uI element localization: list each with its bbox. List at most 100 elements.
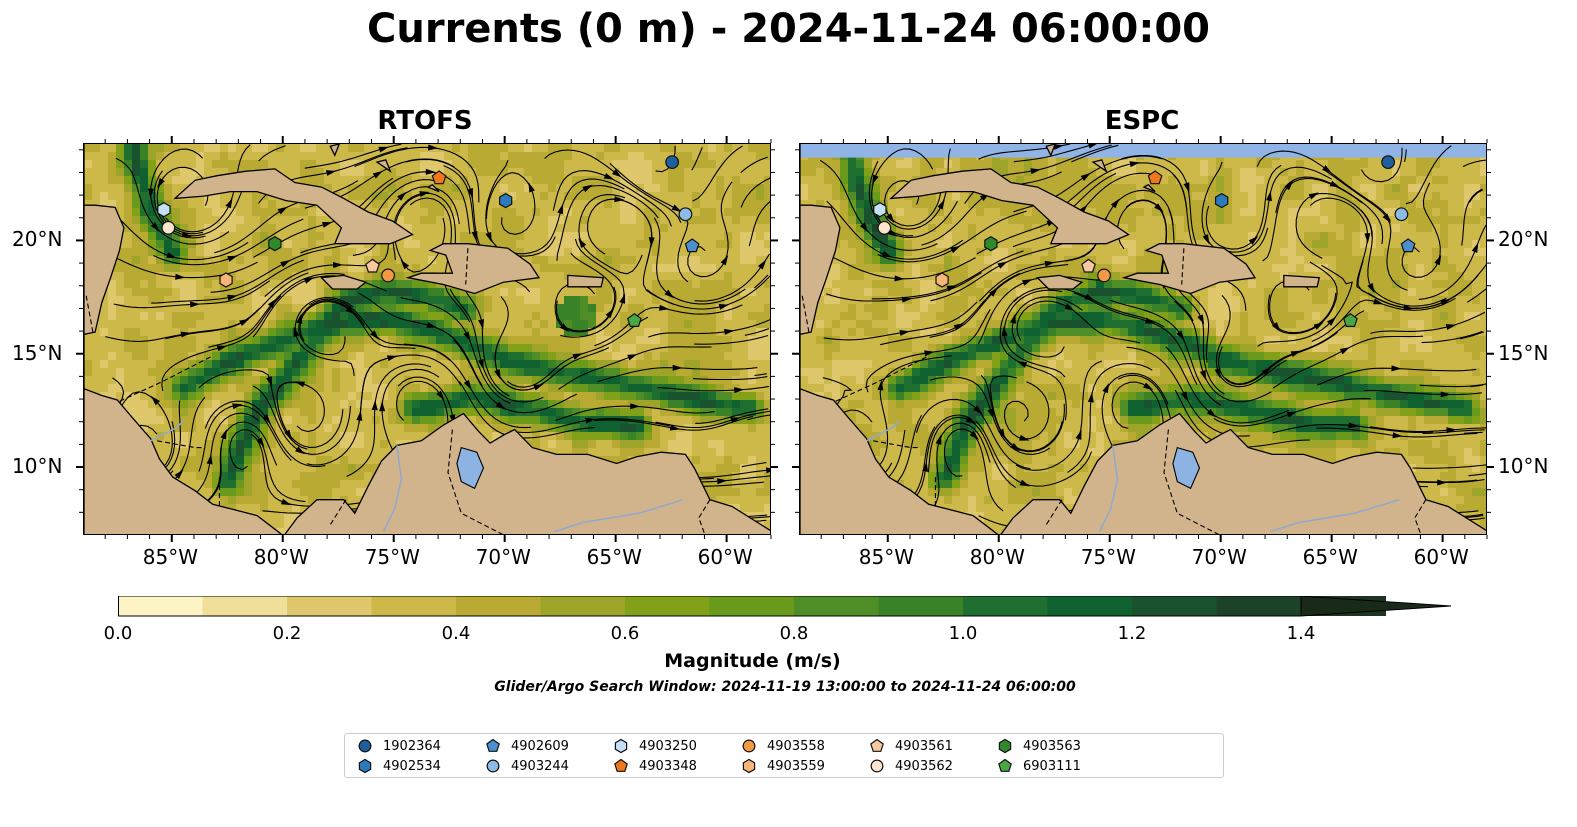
legend-label: 6903111 <box>1023 758 1081 774</box>
legend-marker <box>614 738 628 754</box>
pentagon-marker-icon <box>998 758 1012 772</box>
lon-tick-label: 70°W <box>1191 545 1247 569</box>
lat-tick-label: 10°N <box>12 454 63 479</box>
float-marker-4903348 <box>1147 170 1163 185</box>
colorbar-tick-label: 1.0 <box>948 623 978 644</box>
lat-tick-label: 15°N <box>1498 340 1549 365</box>
legend-item: 4903244 <box>485 757 569 775</box>
float-marker-1902364 <box>665 155 680 170</box>
land <box>84 144 770 534</box>
colorbar-segment <box>625 596 710 616</box>
legend-label: 4903563 <box>1023 738 1081 754</box>
legend-label: 4902534 <box>383 758 441 774</box>
float-marker-1902364 <box>1381 155 1396 170</box>
map-panel-espc <box>799 143 1487 535</box>
lon-tick-label: 75°W <box>364 545 420 569</box>
map-axes <box>76 136 1494 542</box>
lat-tick-label: 20°N <box>12 227 63 252</box>
legend-label: 4903558 <box>767 738 825 754</box>
rivers <box>150 419 684 533</box>
colorbar-tick-label: 1.4 <box>1286 623 1316 644</box>
hexagon-marker-icon <box>998 738 1012 754</box>
legend-marker <box>358 758 372 774</box>
lat-tick-label: 20°N <box>1498 227 1549 252</box>
hexagon-marker-icon <box>614 738 628 754</box>
legend-item: 1902364 <box>357 737 441 755</box>
float-marker-4903559 <box>935 272 949 288</box>
colorbar-extend-arrow <box>1300 595 1452 617</box>
float-marker-4903559 <box>219 272 233 288</box>
colorbar-segment <box>371 596 457 616</box>
colorbar-tick-label: 0.4 <box>441 623 471 644</box>
legend-marker <box>358 739 372 753</box>
pentagon-marker-icon <box>870 738 884 752</box>
float-marker-4903561 <box>365 258 380 273</box>
country-borders <box>85 248 711 534</box>
hexagon-marker-icon <box>358 758 372 774</box>
legend-label: 4903250 <box>639 738 697 754</box>
legend-item: 4903561 <box>869 737 953 755</box>
float-marker-4903562 <box>161 220 176 235</box>
colorbar <box>118 595 1453 622</box>
map-panel-rtofs <box>83 143 771 535</box>
float-marker-4903244 <box>678 207 693 222</box>
colorbar-segment <box>794 596 879 616</box>
lat-tick-label: 15°N <box>12 340 63 365</box>
panel-title-rtofs: RTOFS <box>377 106 473 136</box>
float-marker-4902534 <box>1215 192 1229 209</box>
legend-label: 4902609 <box>511 738 569 754</box>
circle-marker-icon <box>486 759 500 773</box>
legend-marker <box>870 738 884 752</box>
colorbar-tick-label: 0.6 <box>610 623 640 644</box>
legend-marker <box>614 758 628 772</box>
colorbar-tick-label: 0.2 <box>272 623 302 644</box>
circle-marker-icon <box>742 739 756 753</box>
lon-tick-label: 75°W <box>1080 545 1136 569</box>
rtofs-map <box>84 144 770 534</box>
float-marker-4903250 <box>873 202 887 218</box>
legend-item: 4903558 <box>741 737 825 755</box>
legend-marker <box>486 738 500 752</box>
lon-tick-label: 85°W <box>142 545 198 569</box>
legend-marker <box>742 739 756 753</box>
colorbar-segment <box>540 596 626 616</box>
legend-label: 4903562 <box>895 758 953 774</box>
lon-tick-label: 60°W <box>697 545 753 569</box>
float-marker-4903250 <box>157 202 171 218</box>
legend-marker <box>742 758 756 774</box>
legend-item: 6903111 <box>997 757 1081 775</box>
lon-tick-label: 80°W <box>253 545 309 569</box>
colorbar-segment <box>963 596 1048 616</box>
legend-item: 4902534 <box>357 757 441 775</box>
pentagon-marker-icon <box>614 758 628 772</box>
legend-item: 4903563 <box>997 737 1081 755</box>
figure-title: Currents (0 m) - 2024-11-24 06:00:00 <box>367 6 1210 52</box>
colorbar-segment <box>118 596 203 616</box>
lake-maracaibo <box>456 446 485 490</box>
lon-tick-label: 80°W <box>969 545 1025 569</box>
float-markers <box>873 155 1416 327</box>
pentagon-marker-icon <box>486 738 500 752</box>
colorbar-title: Magnitude (m/s) <box>664 650 841 672</box>
float-marker-4903348 <box>431 170 447 185</box>
colorbar-tick-label: 0.0 <box>103 623 133 644</box>
colorbar-segment <box>709 596 795 616</box>
legend-item: 4903348 <box>613 757 697 775</box>
float-marker-4903558 <box>381 268 395 283</box>
lake-maracaibo <box>1172 446 1201 490</box>
circle-marker-icon <box>358 739 372 753</box>
legend-label: 4903244 <box>511 758 569 774</box>
rivers <box>866 419 1400 533</box>
colorbar-segment <box>878 596 964 616</box>
colorbar-segment <box>456 596 541 616</box>
lat-tick-label: 10°N <box>1498 454 1549 479</box>
float-marker-4902534 <box>499 192 513 209</box>
legend-label: 1902364 <box>383 738 441 754</box>
float-markers <box>157 155 700 327</box>
lon-tick-label: 65°W <box>586 545 642 569</box>
colorbar-segment <box>202 596 288 616</box>
float-marker-4903561 <box>1081 258 1096 273</box>
colorbar-segment <box>1047 596 1133 616</box>
legend-marker <box>870 759 884 773</box>
legend-marker <box>998 738 1012 754</box>
